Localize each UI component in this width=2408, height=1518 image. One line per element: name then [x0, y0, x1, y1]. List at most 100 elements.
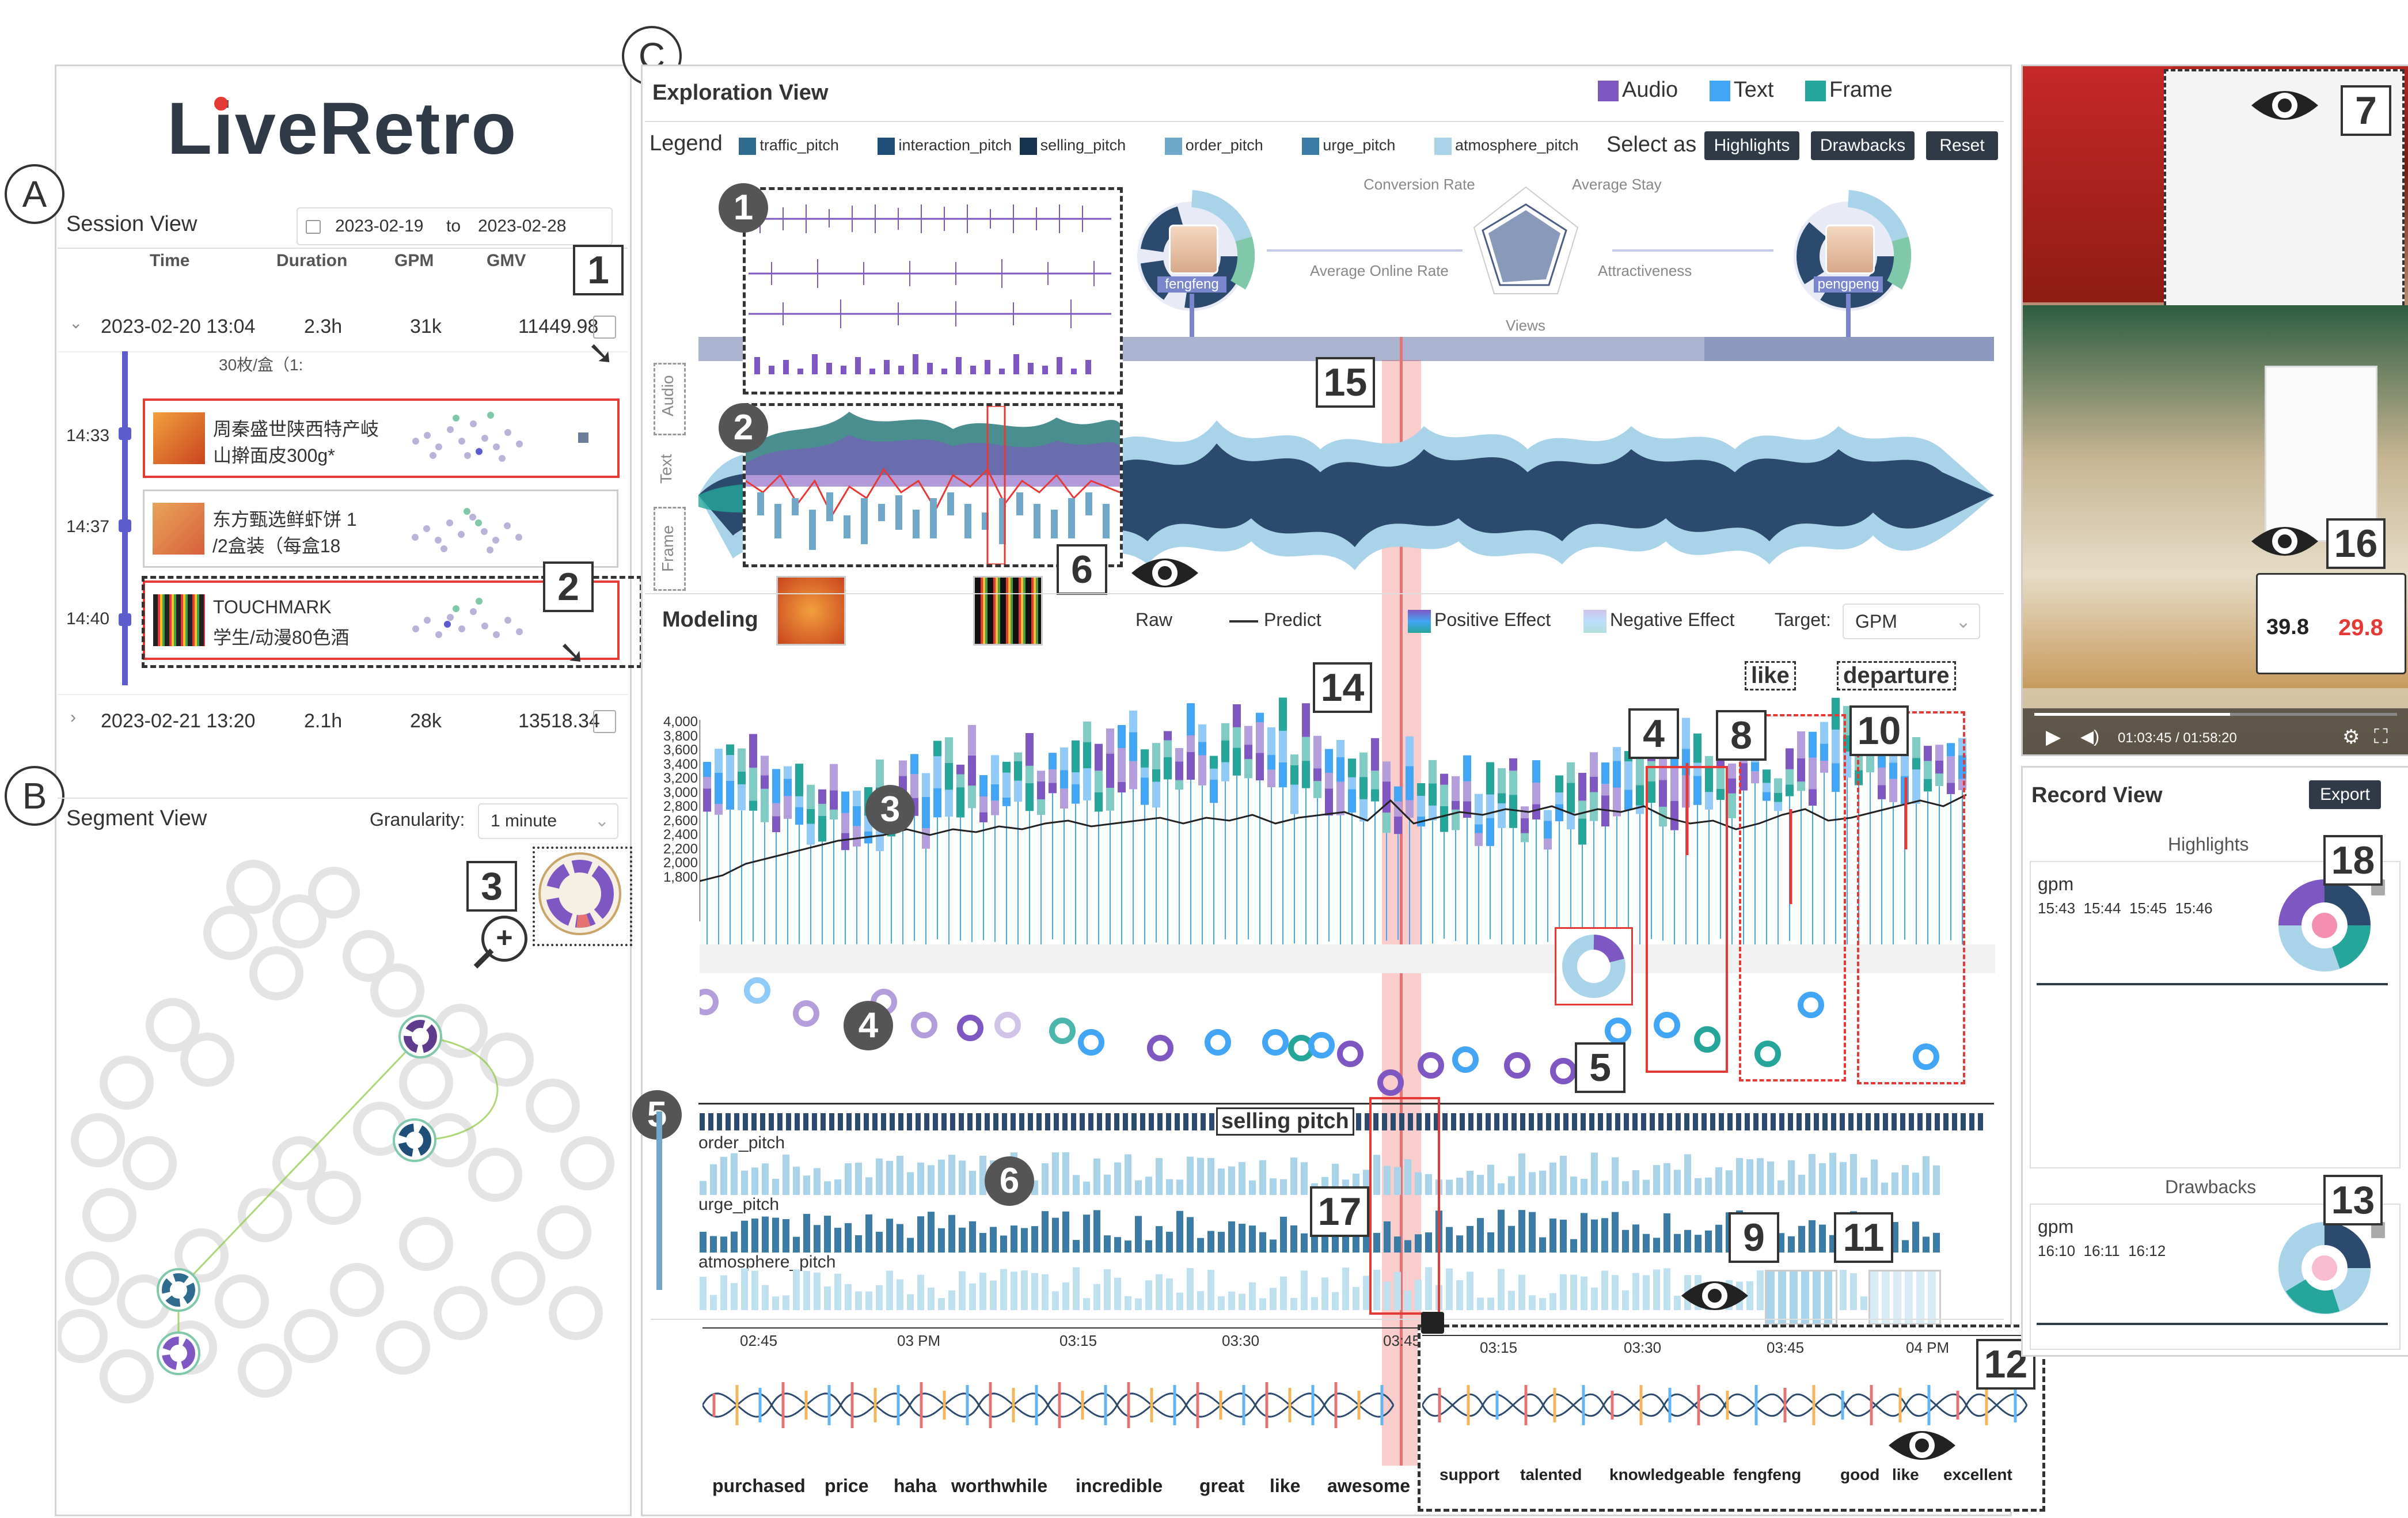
model-bar — [1313, 735, 1321, 769]
drawbacks-button[interactable]: Drawbacks — [1811, 131, 1915, 160]
model-bar — [968, 724, 976, 756]
col-gmv[interactable]: GMV — [487, 251, 526, 270]
date-range-picker[interactable]: 2023-02-19 to 2023-02-28 — [297, 207, 613, 245]
model-bar — [1601, 762, 1609, 784]
order-pitch-bar — [710, 1164, 717, 1195]
fullscreen-icon[interactable]: ⛶ — [2374, 726, 2388, 747]
model-bar — [726, 744, 734, 756]
session-2-gpm: 28k — [410, 710, 442, 732]
model-bar — [1371, 771, 1379, 790]
col-gpm[interactable]: GPM — [394, 251, 434, 270]
model-bar — [1751, 762, 1759, 772]
model-bar — [772, 803, 780, 817]
highlights-button[interactable]: Highlights — [1704, 131, 1799, 160]
segment-scatter[interactable] — [58, 841, 628, 1509]
selling-pitch-bar — [734, 1113, 739, 1130]
atmosphere-pitch-bar — [1011, 1272, 1017, 1310]
reset-button[interactable]: Reset — [1926, 131, 1998, 160]
order-pitch-bar — [793, 1166, 800, 1195]
y-tick: 2,200 — [663, 841, 698, 857]
granularity-value: 1 minute — [491, 811, 557, 830]
model-bar — [1866, 755, 1874, 773]
selling-pitch-bar — [1581, 1113, 1586, 1130]
highlight-card[interactable]: gpm 15:43 15:44 15:45 15:46 — [2030, 861, 2401, 1168]
model-bar — [1221, 740, 1229, 762]
predict-label: Predict — [1264, 609, 1321, 630]
target-select[interactable]: GPM ⌄ — [1843, 604, 1980, 639]
model-bar — [1613, 747, 1621, 761]
model-bar — [945, 737, 953, 763]
model-bar — [933, 788, 941, 818]
urge-pitch-bar — [938, 1228, 945, 1253]
expand-chevron-icon[interactable]: ⌄ — [69, 314, 83, 332]
settings-icon[interactable]: ⚙ — [2342, 726, 2360, 748]
segment-item-2[interactable]: 东方甄选鲜虾饼 1 /2盒装（每盒18 — [143, 489, 618, 568]
pitch-axis-bar — [656, 1111, 662, 1290]
tick-left-2: 03:15 — [1059, 1332, 1097, 1349]
atmosphere-pitch-bar — [1518, 1274, 1525, 1310]
expand-chevron-icon[interactable]: › — [70, 708, 76, 727]
play-icon[interactable]: ▶ — [2046, 726, 2061, 748]
session-2-checkbox[interactable] — [593, 710, 616, 733]
atmosphere-pitch-bar — [1446, 1268, 1453, 1310]
atmosphere-pitch-bar — [886, 1270, 893, 1310]
col-time[interactable]: Time — [150, 251, 190, 270]
atmosphere-pitch-bar — [772, 1296, 779, 1310]
selling-pitch-bar — [1356, 1113, 1361, 1130]
selling-pitch-bar — [1071, 1113, 1076, 1130]
model-bar — [956, 774, 964, 788]
segment-item-3[interactable]: TOUCHMARK 学生/动漫80色酒 — [143, 580, 620, 660]
order-pitch-bar — [1498, 1183, 1505, 1195]
selling-pitch-bar — [1710, 1113, 1715, 1130]
selling-pitch-bar — [1451, 1113, 1456, 1130]
selling-pitch-bar — [1114, 1113, 1119, 1130]
urge-pitch-bar — [1892, 1221, 1898, 1253]
atmosphere-pitch-bar — [1757, 1270, 1764, 1310]
model-bar — [1233, 747, 1241, 776]
drawback-card[interactable]: gpm 16:10 16:11 16:12 — [2030, 1204, 2401, 1350]
model-bar — [1878, 767, 1886, 785]
segment-item-1[interactable]: 周秦盛世陕西特产岐 山擀面皮300g* — [143, 399, 620, 478]
modeling-chart[interactable] — [700, 691, 1995, 1106]
item-1-line1: 周秦盛世陕西特产岐 — [213, 419, 379, 439]
selling-pitch-bar — [1719, 1113, 1724, 1130]
model-bar — [1302, 737, 1310, 761]
order-pitch-bar — [1746, 1159, 1753, 1195]
atmosphere-pitch-bar — [917, 1274, 924, 1310]
model-bar — [738, 771, 746, 784]
model-bar — [818, 789, 826, 804]
model-bar — [922, 828, 930, 849]
atmosphere-pitch-bar — [1031, 1273, 1038, 1310]
model-bar — [1924, 761, 1932, 779]
granularity-select[interactable]: 1 minute ⌄ — [478, 803, 618, 839]
session-1-checkbox[interactable] — [593, 316, 616, 339]
col-duration[interactable]: Duration — [276, 251, 348, 270]
selling-pitch-bar — [1442, 1113, 1448, 1130]
video-player[interactable]: 39.8 29.8 ▶ ◀) 01:03:45 / 01:58:20 ⚙ ⛶ — [2021, 64, 2408, 756]
order-pitch-bar — [1881, 1182, 1888, 1195]
order-pitch-bar — [1601, 1181, 1608, 1195]
order-pitch-bar — [845, 1163, 852, 1195]
model-bar — [1313, 768, 1321, 781]
selling-pitch-bar — [1822, 1113, 1828, 1130]
order-pitch-bar — [1156, 1158, 1163, 1195]
video-controls[interactable]: ▶ ◀) 01:03:45 / 01:58:20 ⚙ ⛶ — [2023, 708, 2408, 754]
order-pitch-bar — [1125, 1154, 1131, 1195]
chevron-down-icon: ⌄ — [594, 811, 609, 830]
selling-pitch-bar — [1753, 1113, 1758, 1130]
model-bar — [761, 756, 769, 776]
callout-1-c: 1 — [719, 183, 768, 233]
atmosphere-swatch — [1434, 137, 1452, 155]
model-bar — [807, 823, 815, 845]
urge-pitch-bar — [1425, 1232, 1432, 1253]
selling-pitch-bar — [1572, 1113, 1577, 1130]
item-1-marker[interactable] — [578, 432, 588, 443]
session-row-2[interactable]: › 2023-02-21 13:20 2.1h 28k 13518.34 — [58, 694, 628, 747]
word-right-6: excellent — [1943, 1466, 2012, 1483]
legend-label: Legend — [650, 131, 723, 155]
volume-icon[interactable]: ◀) — [2080, 727, 2100, 746]
export-button[interactable]: Export — [2309, 780, 2381, 809]
session-row-1[interactable]: ⌄ 2023-02-20 13:04 2.3h 31k 11449.98 — [58, 299, 628, 352]
selling-pitch-bar — [941, 1113, 947, 1130]
model-bar — [991, 784, 999, 801]
